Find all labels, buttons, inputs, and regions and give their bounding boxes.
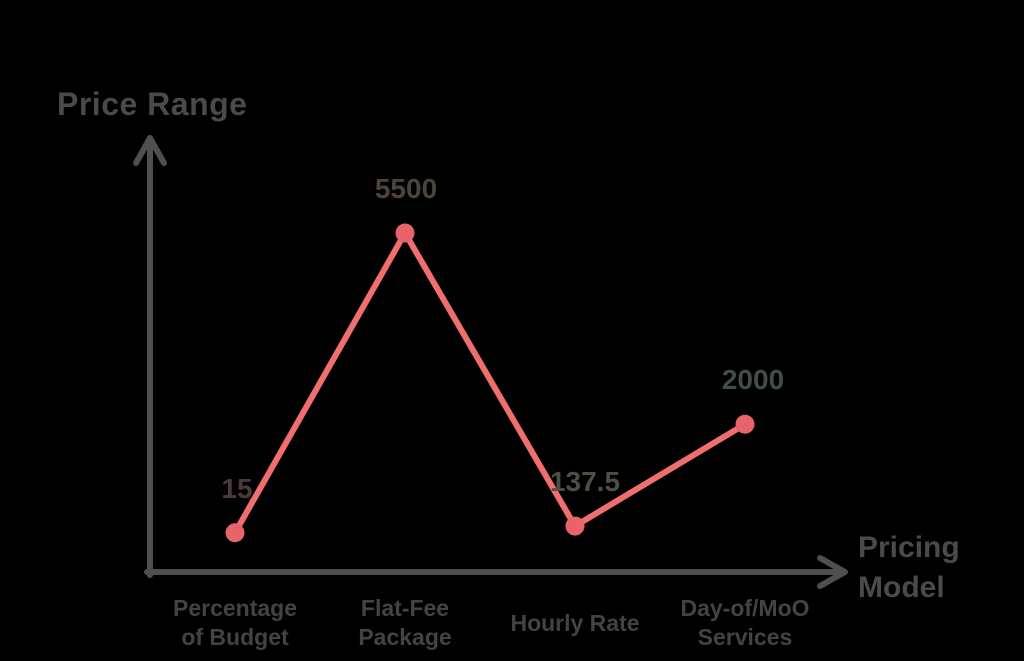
x-axis-title: Pricing Model bbox=[858, 531, 960, 604]
data-point bbox=[565, 516, 585, 536]
x-axis-arrow-icon bbox=[817, 555, 848, 589]
data-point-value-label: 5500 bbox=[374, 172, 438, 204]
data-point-value-label: 137.5 bbox=[549, 466, 621, 498]
series-line bbox=[232, 229, 748, 536]
data-point bbox=[225, 523, 245, 543]
data-point-value-label: 15 bbox=[221, 472, 253, 504]
data-point-value-label: 2000 bbox=[721, 364, 785, 396]
y-axis-arrow-icon bbox=[133, 135, 167, 166]
x-tick-label: Flat-Fee Package bbox=[358, 595, 452, 650]
x-tick-label: Hourly Rate bbox=[510, 609, 640, 636]
x-tick-label: Percentage of Budget bbox=[172, 595, 298, 650]
y-axis-title: Price Range bbox=[57, 86, 248, 122]
data-point bbox=[395, 223, 415, 243]
data-point bbox=[735, 414, 755, 434]
x-tick-label: Day-of/MoO Services bbox=[680, 595, 810, 650]
